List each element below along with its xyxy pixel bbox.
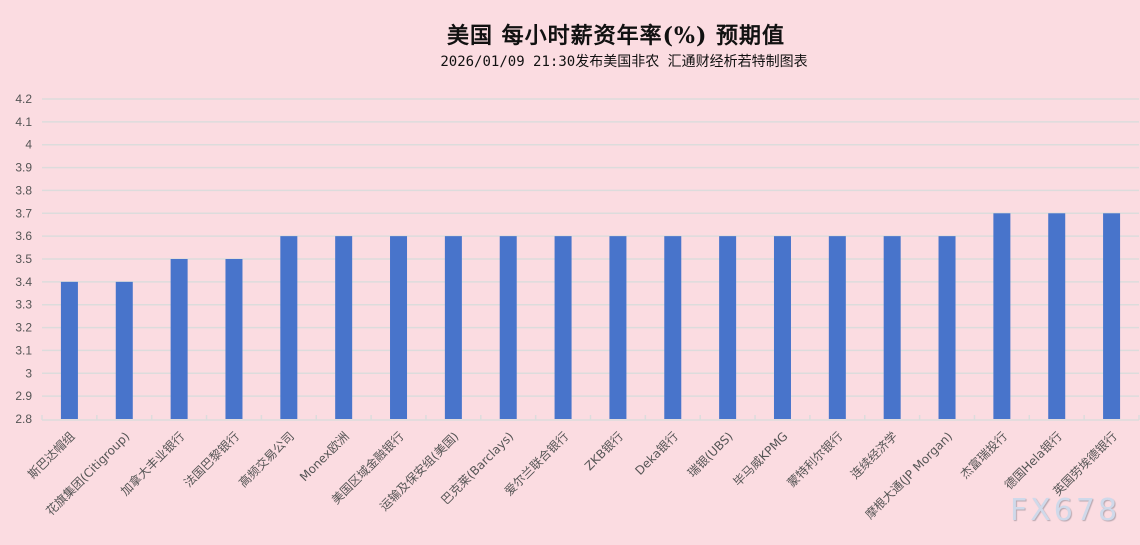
y-tick-label: 3.7 bbox=[15, 206, 32, 220]
x-tick-label: 杰富瑞投行 bbox=[957, 429, 1010, 482]
bar bbox=[938, 236, 956, 419]
bar bbox=[1048, 213, 1066, 419]
y-tick-label: 3.8 bbox=[15, 183, 32, 197]
chart-subtitle: 2026/01/09 21:30发布美国非农 汇通财经析若特制图表 bbox=[440, 54, 808, 70]
y-tick-label: 3.5 bbox=[15, 252, 32, 266]
bar bbox=[390, 236, 408, 419]
x-tick-label: 毕马威KPMG bbox=[731, 429, 791, 489]
bar bbox=[828, 236, 846, 419]
y-tick-label: 4.1 bbox=[15, 115, 32, 129]
y-tick-label: 4.2 bbox=[15, 92, 32, 106]
bars bbox=[60, 213, 1121, 419]
bar bbox=[883, 236, 901, 419]
x-tick-label: 高频交易公司 bbox=[235, 429, 297, 491]
bar bbox=[115, 281, 133, 419]
bar bbox=[773, 236, 791, 419]
y-tick-label: 2.9 bbox=[15, 389, 32, 403]
y-tick-label: 3 bbox=[25, 366, 32, 380]
bar bbox=[444, 236, 462, 419]
bar bbox=[609, 236, 627, 419]
y-tick-label: 3.9 bbox=[15, 161, 32, 175]
x-tick-label: 斯巴达帽组 bbox=[25, 429, 78, 482]
bar bbox=[60, 281, 78, 419]
bar bbox=[335, 236, 353, 419]
x-tick-label: ZKB银行 bbox=[582, 429, 626, 473]
bar bbox=[993, 213, 1011, 419]
x-tick-label: 法国巴黎银行 bbox=[181, 429, 242, 490]
bar bbox=[554, 236, 572, 419]
bar bbox=[664, 236, 682, 419]
x-tick-label: Monex欧洲 bbox=[297, 429, 352, 484]
x-tick-label: 连续经济学 bbox=[847, 429, 900, 482]
y-tick-label: 3.2 bbox=[15, 321, 32, 335]
x-tick-label: 瑞银(UBS) bbox=[685, 429, 736, 480]
bar bbox=[1103, 213, 1121, 419]
y-tick-label: 3.1 bbox=[15, 343, 32, 357]
gridlines bbox=[42, 98, 1139, 397]
bar bbox=[170, 259, 188, 419]
y-axis-labels: 4.2 4.1 4 3.9 3.8 3.7 3.6 3.5 3.4 3.3 3.2 3.1 3 2.9 2.… bbox=[15, 92, 32, 426]
x-tick-label: 蒙特利尔银行 bbox=[784, 429, 846, 491]
x-tick-label: Deka银行 bbox=[632, 429, 681, 478]
chart-title: 美国 每小时薪资年率(%) 预期值 bbox=[446, 23, 786, 49]
watermark-logo: FX678 bbox=[1010, 493, 1121, 528]
y-tick-label: 4 bbox=[25, 138, 32, 152]
y-tick-label: 3.6 bbox=[15, 229, 32, 243]
y-tick-label: 3.3 bbox=[15, 298, 32, 312]
y-tick-label: 2.8 bbox=[15, 412, 32, 426]
bar bbox=[225, 259, 243, 419]
bar bbox=[280, 236, 298, 419]
bar bbox=[499, 236, 517, 419]
y-tick-label: 3.4 bbox=[15, 275, 32, 289]
bar bbox=[719, 236, 737, 419]
